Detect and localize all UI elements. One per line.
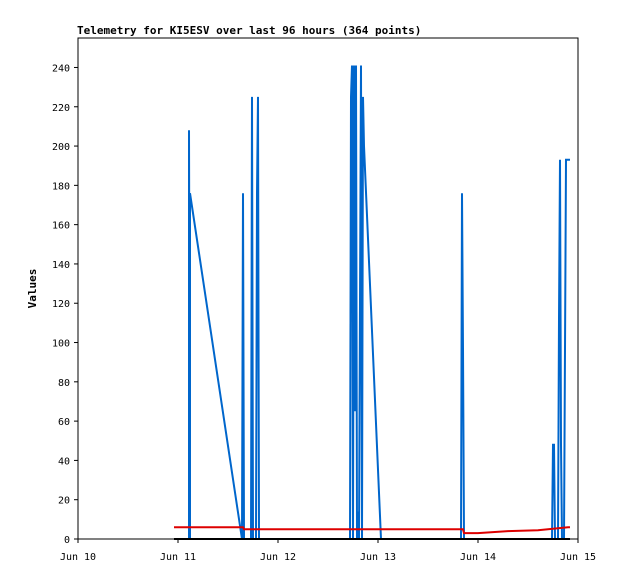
y-tick-label: 20 — [58, 496, 70, 507]
y-tick-label: 80 — [58, 378, 70, 389]
x-tick-label: Jun 10 — [60, 552, 96, 563]
y-tick-label: 200 — [52, 142, 70, 153]
y-tick-label: 0 — [64, 535, 70, 546]
y-tick-label: 220 — [52, 103, 70, 114]
y-tick-label: 40 — [58, 456, 70, 467]
y-tick-label: 100 — [52, 339, 70, 350]
x-tick-label: Jun 11 — [160, 552, 196, 563]
x-tick-label: Jun 13 — [360, 552, 396, 563]
y-tick-label: 140 — [52, 260, 70, 271]
series-layer — [174, 65, 570, 540]
x-tick-label: Jun 14 — [460, 552, 496, 563]
y-tick-label: 240 — [52, 63, 70, 74]
series-line-1 — [174, 526, 570, 535]
x-tick-label: Jun 12 — [260, 552, 296, 563]
plot-frame — [77, 37, 579, 540]
y-tick-label: 180 — [52, 181, 70, 192]
series-line-0 — [174, 65, 570, 540]
x-axis-ticks: Jun 10 Jun 11 Jun 12 Jun 13 Jun 14 Jun 15 — [60, 539, 596, 563]
x-tick-label: Jun 15 — [560, 552, 596, 563]
y-axis-label: Values — [26, 269, 39, 309]
y-tick-label: 120 — [52, 299, 70, 310]
y-tick-label: 60 — [58, 417, 70, 428]
y-axis-ticks: 0 20 40 60 80 100 120 140 160 180 200 220 240 — [52, 63, 78, 546]
y-tick-label: 160 — [52, 221, 70, 232]
chart-title: Telemetry for KI5ESV over last 96 hours … — [77, 24, 422, 37]
